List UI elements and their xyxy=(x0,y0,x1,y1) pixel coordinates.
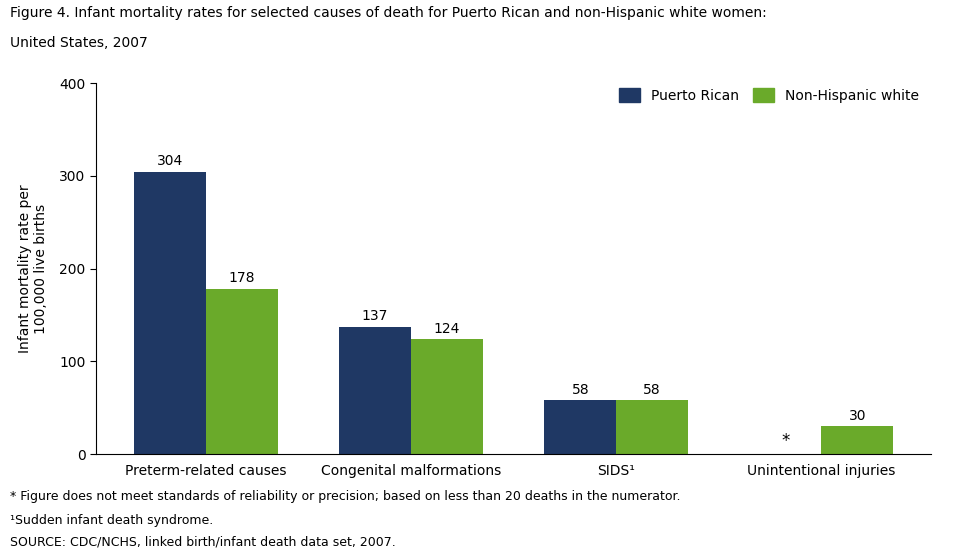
Text: 178: 178 xyxy=(228,271,255,285)
Bar xyxy=(205,289,277,454)
Bar xyxy=(339,327,411,454)
Text: 137: 137 xyxy=(362,310,388,324)
Text: 304: 304 xyxy=(156,155,183,168)
Text: *: * xyxy=(781,432,790,450)
Bar xyxy=(411,339,483,454)
Text: Figure 4. Infant mortality rates for selected causes of death for Puerto Rican a: Figure 4. Infant mortality rates for sel… xyxy=(10,6,766,19)
Bar xyxy=(544,401,616,454)
Text: United States, 2007: United States, 2007 xyxy=(10,36,147,50)
Text: ¹Sudden infant death syndrome.: ¹Sudden infant death syndrome. xyxy=(10,514,213,526)
Text: 30: 30 xyxy=(849,409,866,423)
Text: 124: 124 xyxy=(434,321,460,336)
Bar xyxy=(616,401,688,454)
Bar xyxy=(134,172,205,454)
Text: * Figure does not meet standards of reliability or precision; based on less than: * Figure does not meet standards of reli… xyxy=(10,490,680,503)
Bar xyxy=(822,427,893,454)
Text: 58: 58 xyxy=(571,383,589,397)
Legend: Puerto Rican, Non-Hispanic white: Puerto Rican, Non-Hispanic white xyxy=(613,83,924,109)
Y-axis label: Infant mortality rate per
100,000 live births: Infant mortality rate per 100,000 live b… xyxy=(18,184,48,353)
Text: 58: 58 xyxy=(643,383,660,397)
Text: SOURCE: CDC/NCHS, linked birth/infant death data set, 2007.: SOURCE: CDC/NCHS, linked birth/infant de… xyxy=(10,536,396,548)
